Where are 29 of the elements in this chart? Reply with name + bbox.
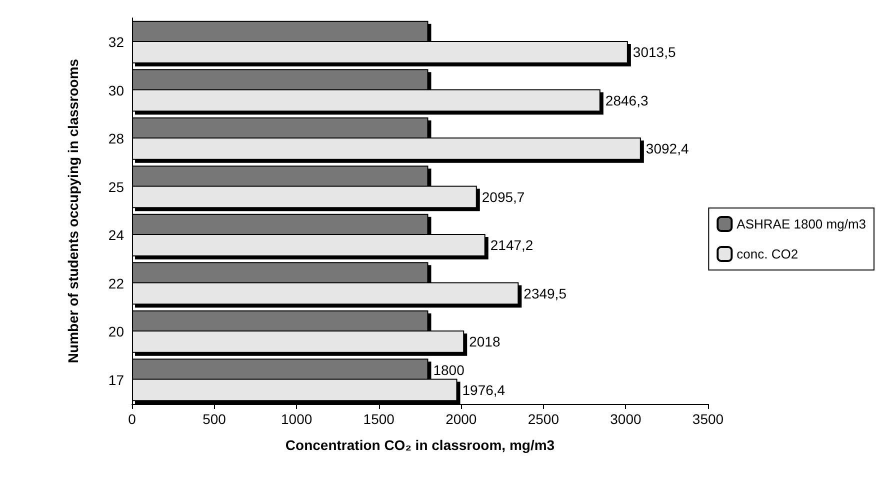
- data-label: 2018: [469, 334, 500, 350]
- x-tick-label: 2500: [528, 411, 560, 427]
- y-tick-label: 25: [108, 178, 124, 195]
- data-label: 3092,4: [646, 140, 689, 157]
- x-axis-title: Concentration CO₂ in classroom, mg/m3: [285, 437, 555, 453]
- x-tick-label: 3500: [692, 411, 724, 427]
- legend-label: conc. CO2: [736, 246, 798, 262]
- data-label: 2349,5: [524, 285, 567, 302]
- data-label: 1800: [433, 362, 465, 378]
- data-label: 2846,3: [605, 92, 648, 108]
- x-tick-label: 2000: [446, 411, 477, 427]
- x-tick-label: 1500: [363, 411, 395, 427]
- data-label: 2147,2: [490, 237, 534, 254]
- y-axis-title: Number of students occupying in classrooms: [65, 58, 81, 364]
- x-tick-label: 0: [128, 411, 136, 427]
- x-tick-label: 1000: [280, 411, 312, 427]
- legend-label: ASHRAE 1800 mg/m3: [736, 216, 866, 232]
- x-tick-label: 3000: [610, 411, 642, 427]
- y-tick-label: 30: [108, 82, 124, 98]
- x-tick-label: 500: [202, 411, 226, 427]
- y-tick-label: 17: [108, 372, 124, 388]
- y-tick-label: 24: [108, 227, 124, 244]
- data-label: 1976,4: [462, 382, 506, 398]
- y-tick-label: 20: [108, 324, 124, 340]
- y-tick-label: 22: [108, 275, 124, 292]
- y-tick-label: 28: [108, 130, 124, 147]
- y-tick-label: 32: [108, 34, 124, 50]
- data-label: 2095,7: [482, 188, 525, 205]
- data-label: 3013,5: [632, 44, 676, 60]
